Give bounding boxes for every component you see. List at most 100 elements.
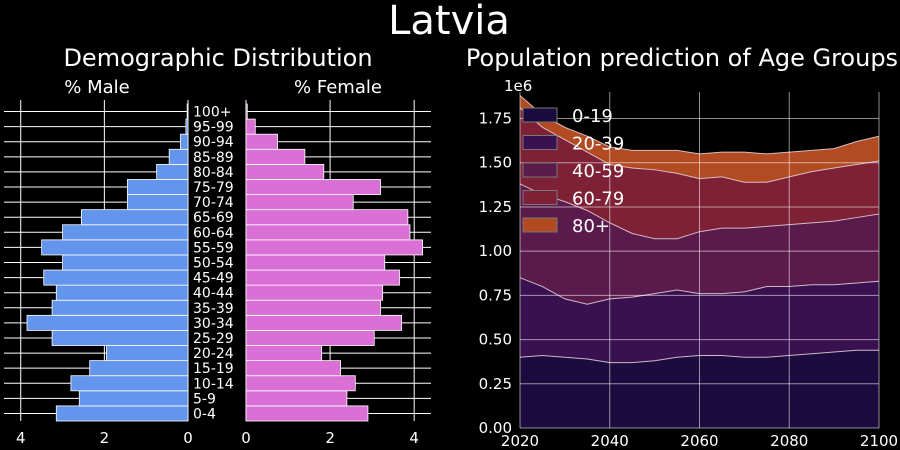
age-group-label: 90-94	[193, 135, 234, 151]
x-tick-label: 2080	[770, 432, 808, 450]
y-tick-label: 1.50	[479, 154, 512, 172]
female-bar	[245, 179, 381, 195]
legend-swatch	[522, 190, 558, 205]
age-group-label: 55-59	[193, 240, 234, 256]
male-bar	[126, 194, 189, 211]
female-bar	[245, 405, 369, 422]
female-bar	[245, 299, 381, 316]
age-group-label: 40-44	[193, 286, 234, 302]
legend-label: 20-39	[572, 134, 624, 155]
male-bar	[70, 375, 189, 392]
y-tick-label: 1.00	[479, 242, 512, 260]
age-group-label: 95-99	[193, 120, 234, 136]
age-group-label: 20-24	[193, 346, 234, 362]
age-group-label: 65-69	[193, 210, 234, 226]
male-bar	[62, 254, 189, 271]
y-tick-label: 0.00	[479, 419, 512, 437]
female-bar	[245, 269, 400, 286]
female-bar	[245, 239, 423, 256]
legend-label: 0-19	[572, 106, 613, 127]
y-tick-label: 1.25	[479, 198, 512, 216]
age-group-label: 25-29	[193, 331, 234, 347]
female-bar	[245, 390, 348, 407]
male-bar	[185, 118, 189, 135]
male-bar	[55, 284, 189, 301]
y-tick-label: 0.75	[479, 286, 512, 304]
male-bar	[51, 330, 189, 346]
x-tick-label: 2020	[501, 432, 539, 450]
age-group-label: 85-89	[193, 150, 234, 166]
female-bar	[245, 314, 402, 331]
female-bar	[245, 163, 325, 180]
x-tick-label: 2040	[591, 432, 629, 450]
legend-swatch	[522, 162, 558, 178]
female-bar	[245, 209, 409, 226]
female-bar	[245, 133, 278, 150]
female-x-tick-label: 2	[325, 429, 335, 447]
y-tick-label: 0.25	[479, 375, 512, 393]
age-group-label: 80-84	[193, 165, 234, 181]
male-bar	[26, 314, 189, 331]
male-x-tick-label: 4	[16, 429, 26, 447]
age-group-label: 75-79	[193, 180, 234, 196]
legend-label: 60-79	[572, 189, 624, 210]
male-bar	[156, 163, 189, 180]
age-group-label: 50-54	[193, 256, 234, 272]
age-group-label: 0-4	[193, 406, 216, 422]
female-axis-title: % Female	[294, 77, 382, 98]
age-group-label: 15-19	[193, 361, 234, 377]
legend-swatch	[522, 217, 558, 233]
x-tick-label: 2100	[860, 432, 898, 450]
population-pyramid: 0-45-910-1415-1920-2425-2930-3435-3940-4…	[4, 100, 431, 447]
male-bar	[51, 299, 189, 316]
age-group-label: 45-49	[193, 271, 234, 287]
male-bar	[89, 360, 189, 377]
male-axis-title: % Male	[64, 77, 129, 98]
male-x-tick-label: 2	[100, 429, 110, 447]
male-bar	[186, 103, 189, 120]
female-bar	[245, 375, 356, 392]
legend-label: 40-59	[572, 161, 624, 182]
female-bar	[245, 360, 342, 377]
population-area-chart: 0.00 0.25 0.50 0.75 1.00 1.25 1.50 1.75 2020 2040…	[479, 92, 898, 450]
age-group-label: 10-14	[193, 376, 234, 392]
area-chart-title: Population prediction of Age Groups	[466, 44, 898, 72]
age-group-label: 100+	[193, 105, 231, 121]
figure-title: Latvia	[388, 0, 510, 44]
y-tick-label: 1.75	[479, 110, 512, 128]
male-bar	[126, 179, 189, 195]
legend-swatch	[522, 135, 558, 150]
age-group-label: 5-9	[193, 391, 216, 407]
male-bar	[43, 269, 189, 286]
male-bar	[180, 133, 189, 150]
female-x-tick-label: 0	[241, 429, 251, 447]
female-bar	[245, 103, 248, 120]
male-bar	[106, 345, 189, 362]
female-bar	[245, 345, 323, 362]
age-group-label: 30-34	[193, 316, 234, 332]
male-bar	[168, 148, 189, 165]
female-bar	[245, 118, 256, 135]
male-bar	[80, 209, 189, 226]
male-x-tick-label: 0	[183, 429, 193, 447]
legend: 0-19 20-39 40-59 60-79 80+	[522, 106, 624, 237]
age-group-label: 60-64	[193, 225, 234, 241]
female-bar	[245, 194, 354, 211]
female-bar	[245, 330, 375, 346]
female-bar	[245, 254, 386, 271]
male-bar	[78, 390, 189, 407]
legend-swatch	[522, 107, 558, 123]
y-tick-label: 0.50	[479, 331, 512, 349]
pyramid-title: Demographic Distribution	[63, 44, 372, 72]
age-group-label: 70-74	[193, 195, 234, 211]
female-bar	[245, 224, 411, 241]
legend-label: 80+	[572, 216, 610, 237]
x-tick-label: 2060	[680, 432, 718, 450]
male-bar	[62, 224, 189, 241]
female-bar	[245, 148, 306, 165]
male-bar	[55, 405, 189, 422]
age-group-label: 35-39	[193, 301, 234, 317]
y-offset-label: 1e6	[504, 77, 532, 95]
female-bar	[245, 284, 384, 301]
